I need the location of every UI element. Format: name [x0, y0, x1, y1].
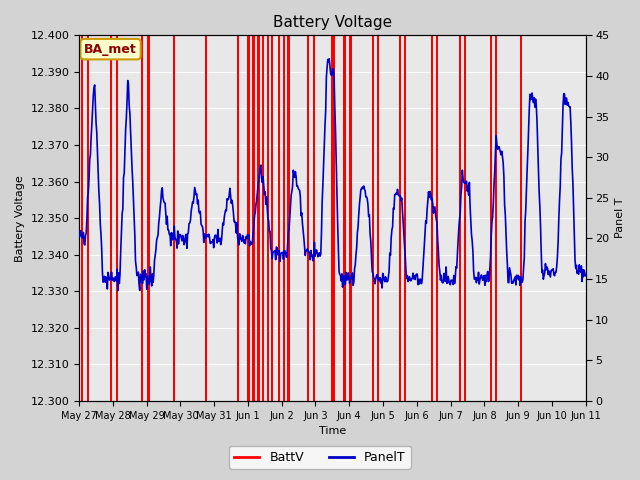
- Bar: [86, 36, 88, 401]
- Bar: [237, 36, 239, 401]
- Bar: [252, 36, 255, 401]
- Bar: [147, 36, 150, 401]
- Text: BA_met: BA_met: [84, 43, 137, 56]
- Bar: [262, 36, 264, 401]
- X-axis label: Time: Time: [319, 426, 346, 436]
- Y-axis label: Panel T: Panel T: [615, 198, 625, 239]
- Bar: [313, 36, 315, 401]
- Bar: [332, 36, 335, 401]
- Bar: [271, 36, 273, 401]
- Bar: [287, 36, 290, 401]
- Bar: [141, 36, 143, 401]
- Bar: [110, 36, 112, 401]
- Bar: [377, 36, 380, 401]
- Legend: BattV, PanelT: BattV, PanelT: [229, 446, 411, 469]
- Bar: [307, 36, 309, 401]
- Bar: [431, 36, 433, 401]
- Bar: [278, 36, 280, 401]
- Bar: [399, 36, 401, 401]
- Title: Battery Voltage: Battery Voltage: [273, 15, 392, 30]
- Bar: [257, 36, 260, 401]
- Bar: [343, 36, 346, 401]
- Bar: [404, 36, 406, 401]
- Bar: [349, 36, 351, 401]
- Bar: [116, 36, 118, 401]
- Bar: [283, 36, 285, 401]
- Bar: [173, 36, 175, 401]
- Bar: [459, 36, 461, 401]
- Bar: [464, 36, 467, 401]
- Bar: [247, 36, 250, 401]
- Bar: [436, 36, 438, 401]
- Bar: [205, 36, 207, 401]
- Bar: [81, 36, 83, 401]
- Bar: [520, 36, 522, 401]
- Bar: [266, 36, 269, 401]
- Y-axis label: Battery Voltage: Battery Voltage: [15, 175, 25, 262]
- Bar: [372, 36, 374, 401]
- Bar: [495, 36, 497, 401]
- Bar: [490, 36, 492, 401]
